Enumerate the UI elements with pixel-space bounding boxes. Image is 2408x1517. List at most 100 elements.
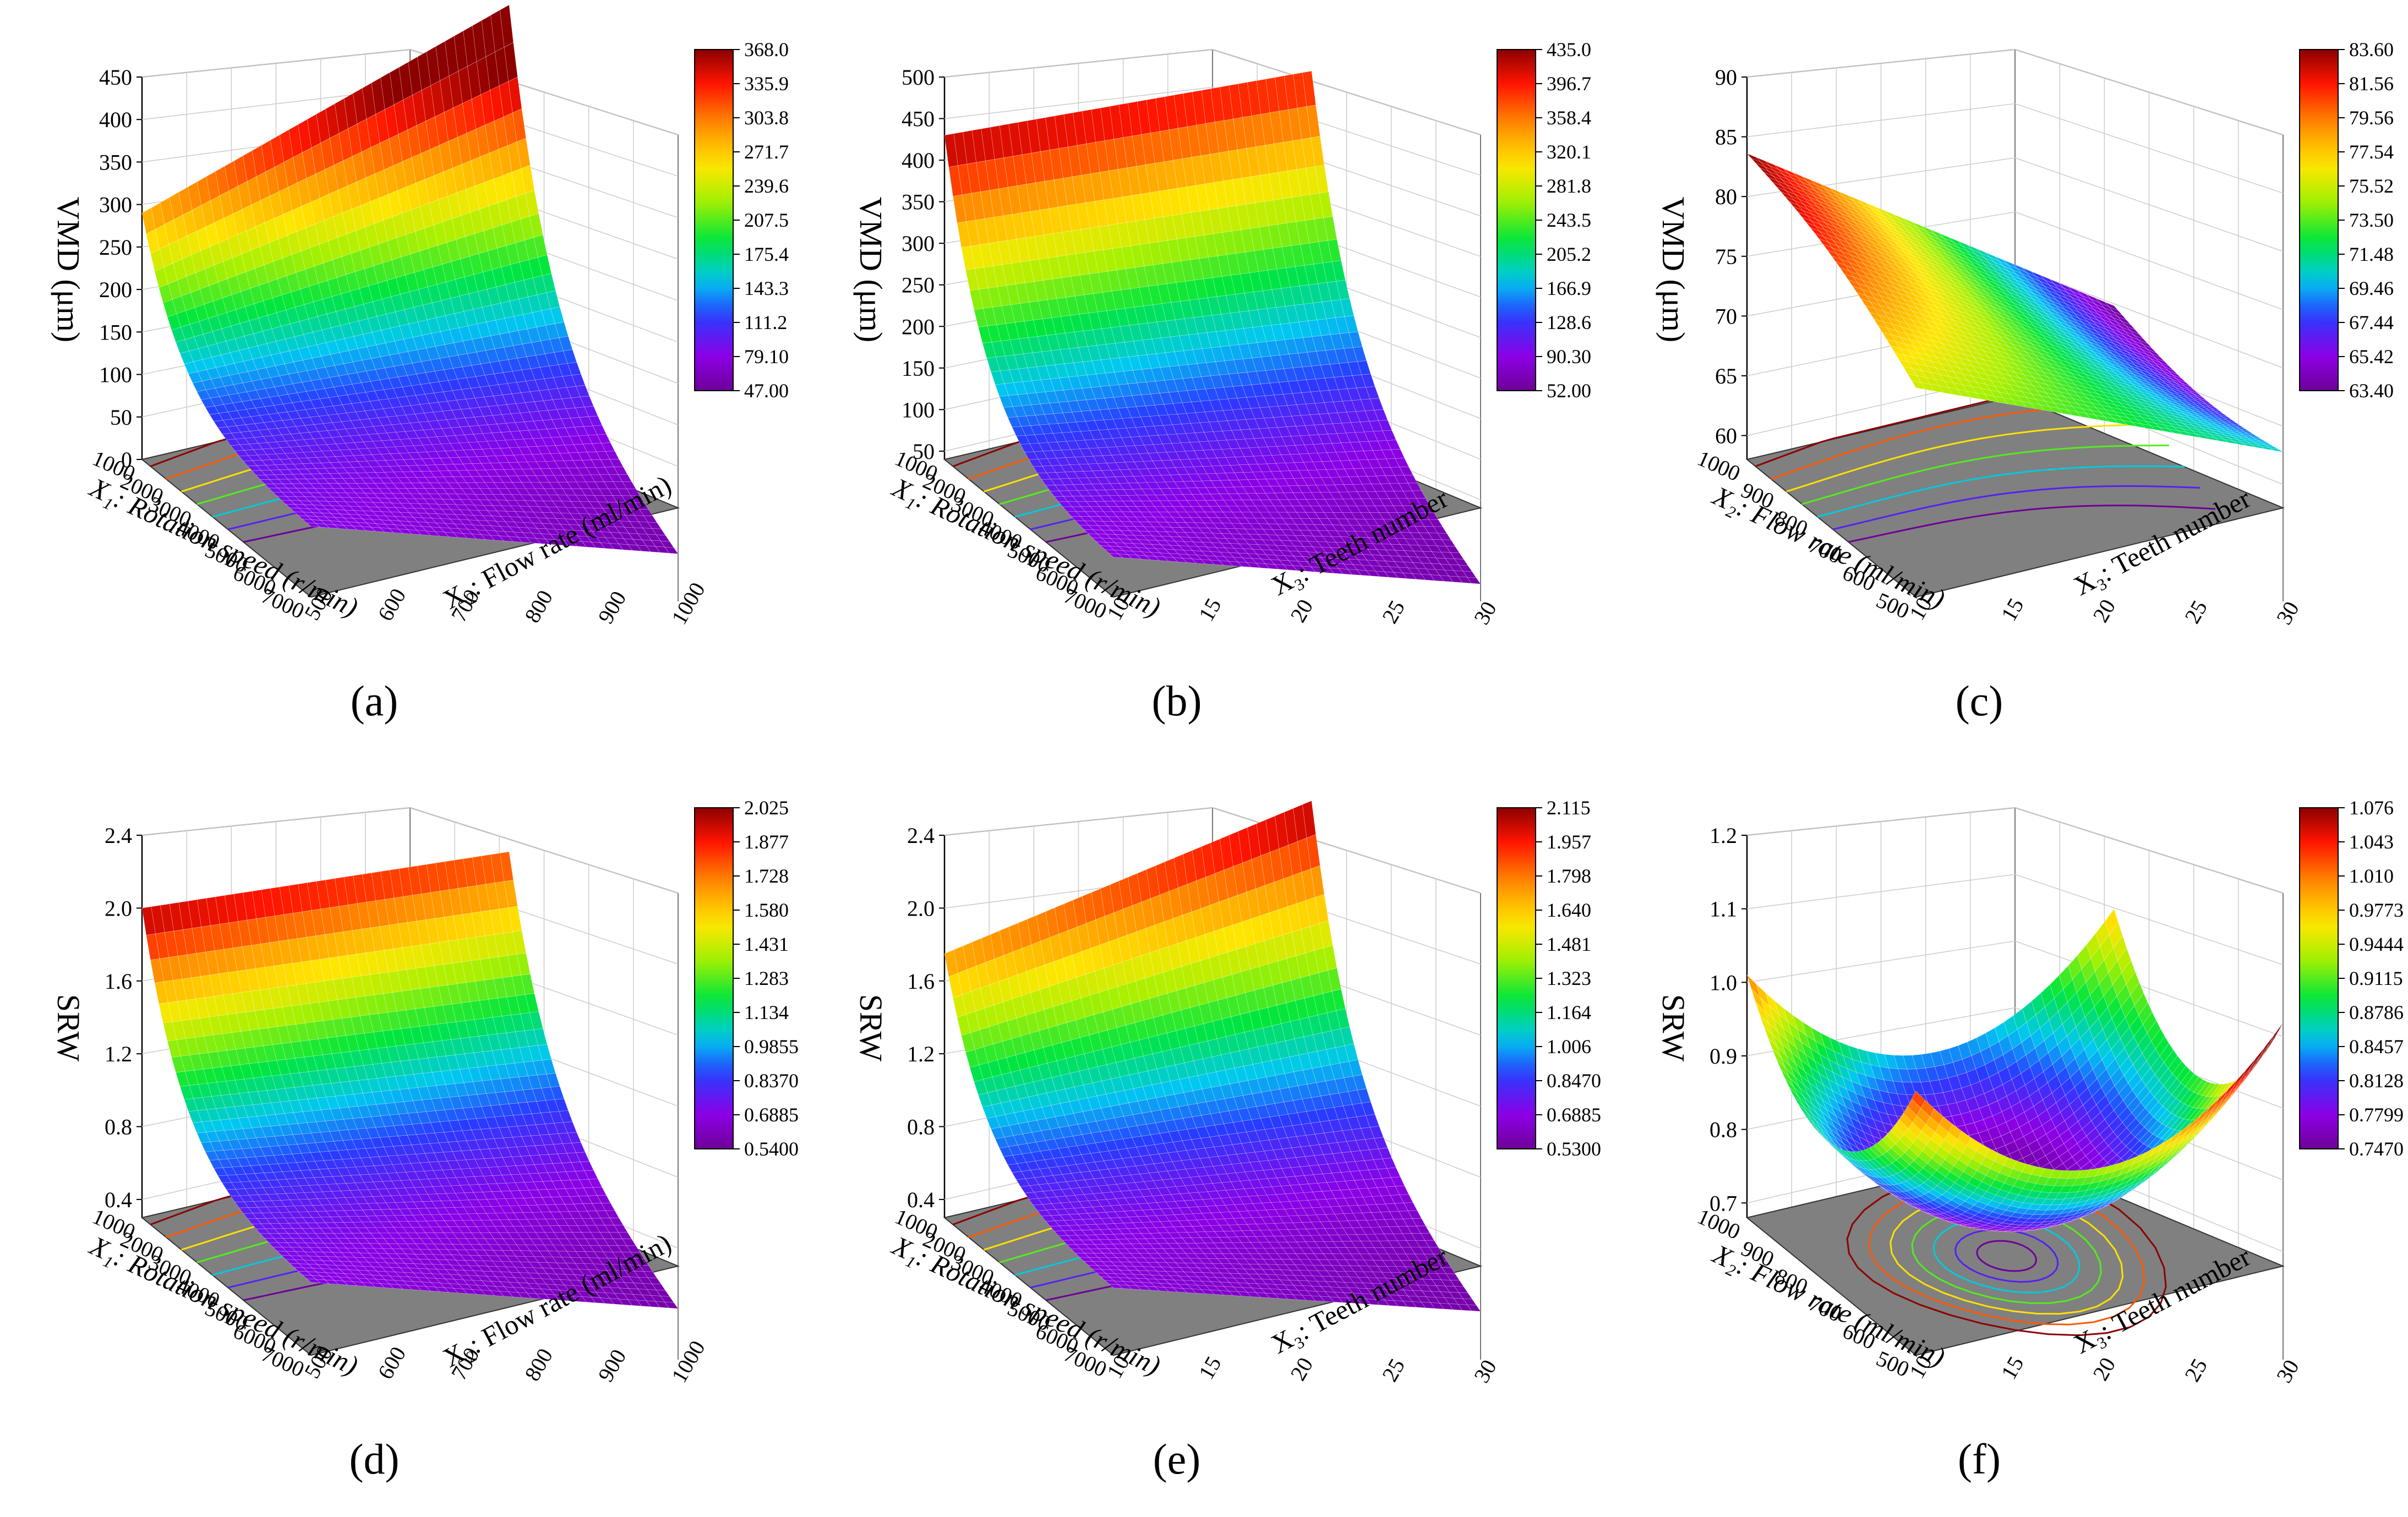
surface-patch <box>1065 457 1080 465</box>
surface-patch <box>449 528 463 534</box>
surface-patch <box>215 166 230 196</box>
right-axis-tick-label: 20 <box>1285 595 1318 626</box>
surface-patch <box>967 162 981 194</box>
surface-patch <box>2139 401 2153 408</box>
surface-patch <box>2197 424 2212 430</box>
surface-patch <box>1288 108 1302 141</box>
surface-patch <box>1091 359 1106 375</box>
surface-patch <box>1989 296 2003 305</box>
surface-patch <box>1061 449 1075 458</box>
surface-patch <box>563 460 578 468</box>
surface-patch <box>999 395 1013 408</box>
surface-patch <box>1940 311 1954 321</box>
surface-patch <box>465 398 480 409</box>
surface-patch <box>183 210 197 236</box>
surface-patch <box>262 448 276 455</box>
surface-patch <box>2171 379 2186 387</box>
surface-patch <box>995 383 1009 397</box>
surface-patch <box>2222 420 2236 426</box>
surface-patch <box>607 502 621 509</box>
surface-patch <box>478 499 493 506</box>
surface-patch <box>2036 309 2050 318</box>
surface-patch <box>1266 545 1281 551</box>
surface-patch <box>1873 223 1887 233</box>
surface-patch <box>1064 363 1078 377</box>
surface-patch <box>1023 352 1038 368</box>
surface-patch <box>1373 430 1388 441</box>
surface-patch <box>592 519 607 527</box>
surface-patch <box>367 447 381 455</box>
surface-patch <box>169 191 183 220</box>
surface-patch <box>2145 359 2160 368</box>
surface-patch <box>1080 228 1095 253</box>
surface-patch <box>1999 294 2013 303</box>
surface-patch <box>1109 553 1123 558</box>
surface-patch <box>168 280 182 300</box>
surface-patch <box>1127 554 1142 560</box>
surface-patch <box>1862 280 1876 290</box>
surface-patch <box>1031 380 1046 393</box>
surface-patch <box>278 479 293 484</box>
z-tick-label: 300 <box>99 193 132 217</box>
surface-patch <box>1435 569 1449 577</box>
surface-patch <box>1132 489 1146 496</box>
surface-patch <box>1843 273 1858 284</box>
surface-patch <box>1345 530 1360 538</box>
surface-patch <box>329 375 343 387</box>
surface-patch <box>1118 554 1133 559</box>
surface-patch <box>2099 381 2113 389</box>
response-surface <box>944 70 1481 584</box>
surface-patch <box>1211 314 1226 332</box>
surface-patch <box>586 467 600 475</box>
surface-patch <box>2165 388 2179 396</box>
surface-patch <box>1088 533 1102 539</box>
surface-patch <box>1281 529 1296 536</box>
surface-patch <box>1298 540 1313 547</box>
surface-patch <box>2136 387 2150 395</box>
colorbar <box>1497 49 1536 391</box>
surface-patch <box>1063 112 1078 147</box>
surface-patch <box>1168 128 1183 161</box>
surface-patch <box>384 366 398 379</box>
surface-patch <box>1877 228 1891 238</box>
surface-patch <box>480 362 495 376</box>
surface-patch <box>1356 410 1370 423</box>
z-tick-label: 80 <box>1715 184 1737 209</box>
surface-patch <box>2113 348 2127 357</box>
z-tick-label: 350 <box>99 150 132 174</box>
surface-patch <box>1387 525 1401 533</box>
contour-line <box>1848 505 2216 543</box>
surface-patch <box>281 500 296 505</box>
surface-patch <box>1977 317 1992 327</box>
surface-patch <box>2106 364 2120 372</box>
surface-patch <box>249 430 264 438</box>
surface-patch <box>2111 394 2126 402</box>
surface-patch <box>1863 264 1878 273</box>
surface-patch <box>2149 399 2163 406</box>
surface-patch <box>256 171 270 201</box>
surface-patch <box>167 314 181 331</box>
surface-patch <box>1251 500 1265 507</box>
surface-patch <box>1089 430 1104 440</box>
surface-patch <box>1430 563 1445 571</box>
surface-patch <box>1070 448 1085 458</box>
surface-patch <box>389 134 403 166</box>
surface-patch <box>528 517 543 524</box>
surface-patch <box>1366 560 1381 567</box>
surface-patch <box>998 240 1012 265</box>
surface-patch <box>223 403 238 413</box>
surface-patch <box>1052 450 1066 458</box>
surface-patch <box>1372 467 1386 477</box>
surface-patch <box>215 386 229 397</box>
surface-patch <box>256 368 271 380</box>
surface-patch <box>1167 434 1181 444</box>
surface-patch <box>1785 190 1800 200</box>
surface-patch <box>306 522 321 528</box>
surface-patch <box>1857 282 1871 293</box>
colorbar-tick-label: 52.00 <box>1547 380 1591 402</box>
surface-patch <box>982 342 996 359</box>
surface-patch <box>1984 297 1999 306</box>
surface-patch <box>297 178 311 207</box>
surface-patch <box>192 381 206 392</box>
z-tick-label: 50 <box>913 439 935 464</box>
